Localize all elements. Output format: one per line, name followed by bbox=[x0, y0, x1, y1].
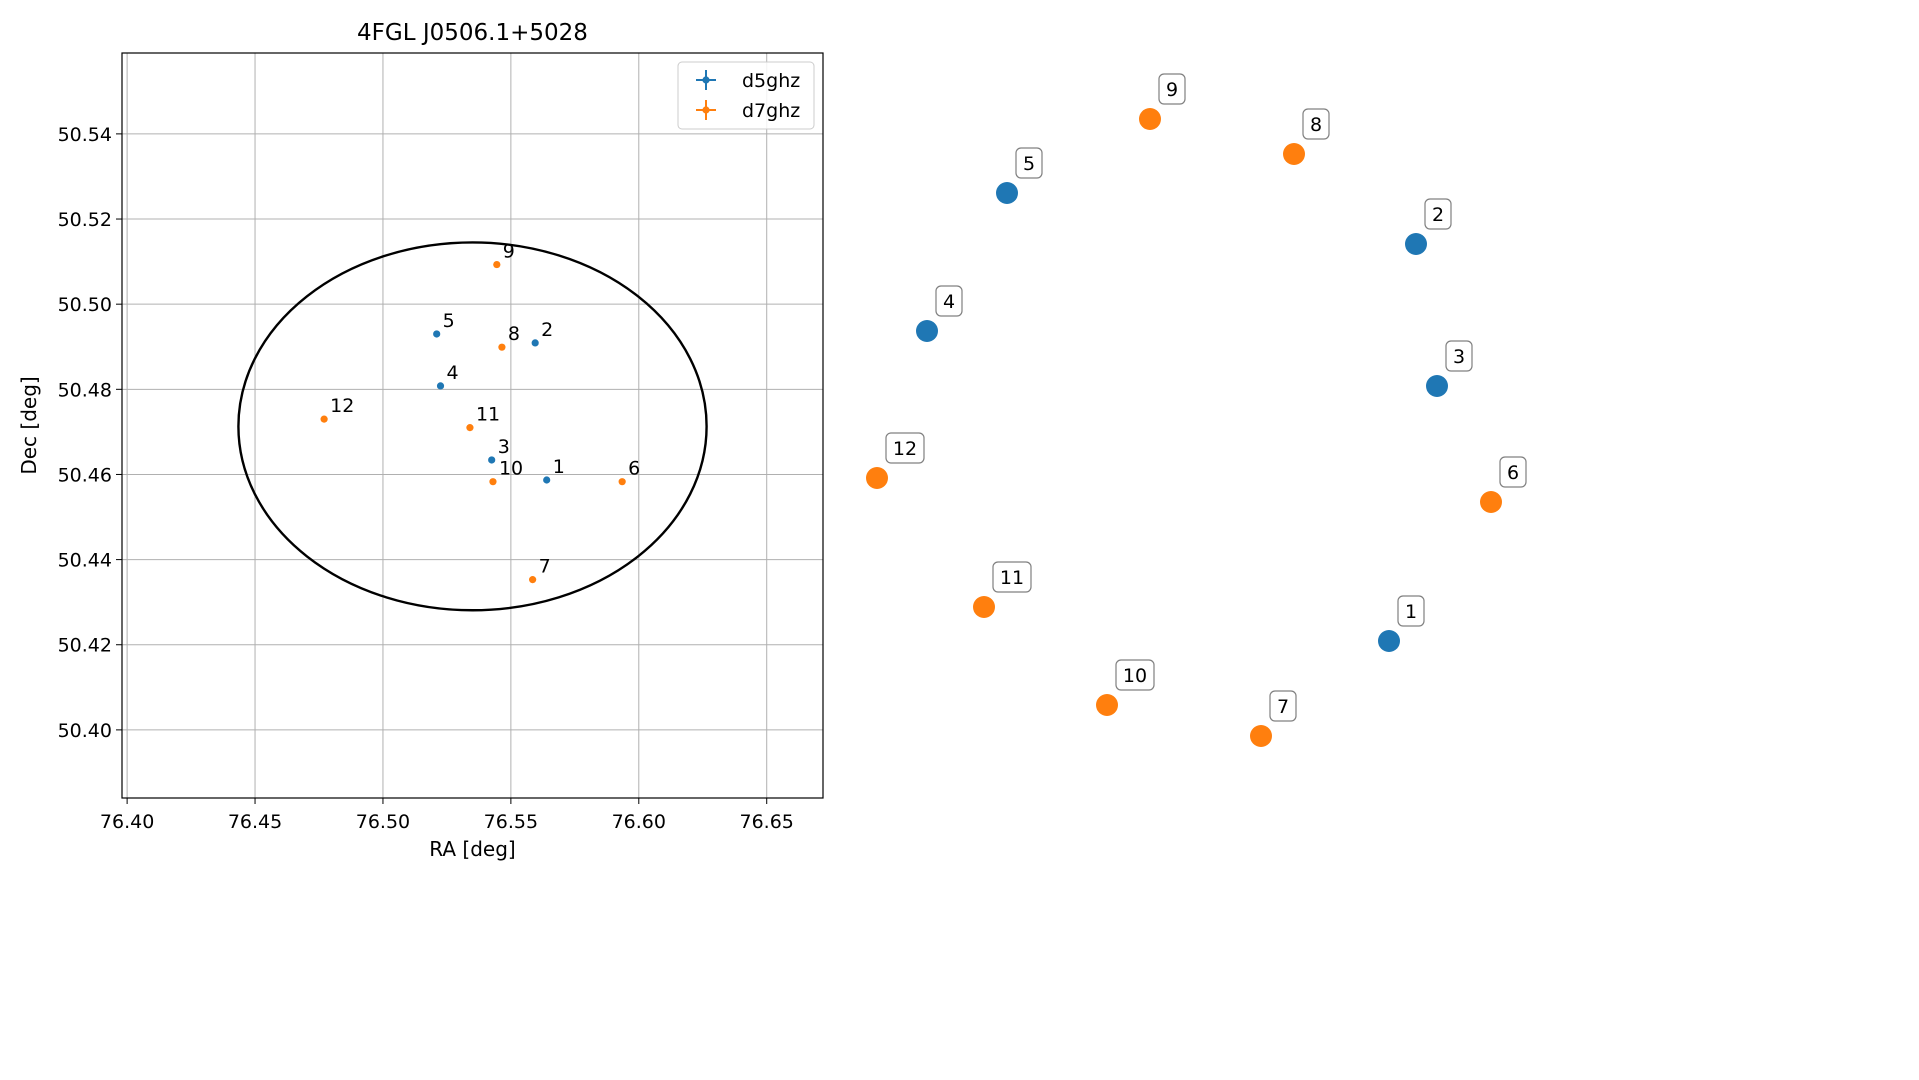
x-tick-label: 76.65 bbox=[740, 811, 794, 833]
schematic-point-d5ghz-3 bbox=[1426, 375, 1448, 397]
y-axis-label: Dec [deg] bbox=[17, 376, 41, 474]
error-ellipse-layer bbox=[237, 241, 708, 612]
point-label-6: 6 bbox=[628, 458, 640, 480]
schematic-point-d7ghz-10 bbox=[1096, 694, 1118, 716]
legend-label-d5ghz: d5ghz bbox=[742, 70, 800, 92]
data-points bbox=[320, 260, 626, 584]
schematic-point-d7ghz-8 bbox=[1283, 143, 1305, 165]
axes-frame bbox=[121, 52, 824, 799]
y-tick-label: 50.40 bbox=[58, 720, 112, 742]
schematic-label-box-8 bbox=[1302, 108, 1330, 140]
point-label-11: 11 bbox=[476, 404, 500, 426]
schematic-label-box-2 bbox=[1424, 198, 1452, 230]
schematic-label-5: 5 bbox=[1023, 153, 1035, 175]
schematic-label-3: 3 bbox=[1453, 346, 1465, 368]
schematic-point-d5ghz-2 bbox=[1405, 233, 1427, 255]
point-label-8: 8 bbox=[508, 323, 520, 345]
schematic-label-1: 1 bbox=[1405, 601, 1417, 623]
point-label-1: 1 bbox=[553, 456, 565, 478]
point-label-9: 9 bbox=[503, 241, 515, 263]
schematic-label-box-1 bbox=[1397, 595, 1425, 627]
schematic-point-d7ghz-12 bbox=[866, 467, 888, 489]
x-tick-label: 76.55 bbox=[484, 811, 538, 833]
schematic-label-box-6 bbox=[1499, 456, 1527, 488]
point-label-4: 4 bbox=[447, 362, 459, 384]
legend-label-d7ghz: d7ghz bbox=[742, 100, 800, 122]
point-d7ghz-8 bbox=[498, 343, 506, 351]
schematic-label-2: 2 bbox=[1432, 204, 1444, 226]
schematic-label-9: 9 bbox=[1166, 79, 1178, 101]
point-label-3: 3 bbox=[498, 436, 510, 458]
y-tick-label: 50.48 bbox=[58, 379, 112, 401]
x-tick-label: 76.45 bbox=[228, 811, 282, 833]
y-tick-label: 50.42 bbox=[58, 635, 112, 657]
x-ticks: 76.40 76.45 76.50 76.55 76.60 76.65 bbox=[100, 798, 794, 833]
schematic-point-d5ghz-4 bbox=[916, 320, 938, 342]
point-d5ghz-4 bbox=[436, 382, 445, 390]
point-label-7: 7 bbox=[539, 556, 551, 578]
legend-marker-dot-d5ghz bbox=[702, 76, 710, 84]
x-tick-label: 76.50 bbox=[356, 811, 410, 833]
schematic-point-d5ghz-1 bbox=[1378, 630, 1400, 652]
schematic-label-box-12 bbox=[885, 432, 925, 464]
schematic-point-d7ghz-11 bbox=[973, 596, 995, 618]
point-d5ghz-2 bbox=[531, 339, 539, 347]
schematic-label-10: 10 bbox=[1123, 665, 1147, 687]
x-tick-label: 76.60 bbox=[612, 811, 666, 833]
grid-lines bbox=[122, 53, 823, 798]
point-d7ghz-9 bbox=[493, 260, 501, 269]
point-d7ghz-11 bbox=[466, 424, 474, 432]
point-label-10: 10 bbox=[499, 458, 523, 480]
y-tick-label: 50.52 bbox=[58, 209, 112, 231]
schematic-label-12: 12 bbox=[893, 438, 917, 460]
schematic-label-8: 8 bbox=[1310, 114, 1322, 136]
schematic-label-6: 6 bbox=[1507, 462, 1519, 484]
schematic-label-box-9 bbox=[1158, 73, 1186, 105]
schematic-label-box-11 bbox=[992, 561, 1032, 593]
schematic-label-box-3 bbox=[1445, 340, 1473, 372]
point-label-5: 5 bbox=[443, 310, 455, 332]
y-tick-label: 50.46 bbox=[58, 464, 112, 486]
schematic-label-7: 7 bbox=[1277, 696, 1289, 718]
schematic-label-11: 11 bbox=[1000, 567, 1024, 589]
schematic-point-d7ghz-7 bbox=[1250, 725, 1272, 747]
schematic-point-d7ghz-9 bbox=[1139, 108, 1161, 130]
error-ellipse bbox=[237, 241, 708, 612]
point-d7ghz-10 bbox=[489, 478, 497, 486]
chart-title: 4FGL J0506.1+5028 bbox=[357, 20, 588, 46]
y-tick-label: 50.50 bbox=[58, 294, 112, 316]
schematic-label-4: 4 bbox=[943, 291, 955, 313]
schematic-label-box-4 bbox=[935, 285, 963, 317]
schematic-label-box-10 bbox=[1115, 659, 1155, 691]
x-axis-label: RA [deg] bbox=[429, 837, 515, 861]
schematic-point-d5ghz-5 bbox=[996, 182, 1018, 204]
point-d7ghz-7 bbox=[529, 576, 537, 584]
point-d7ghz-12 bbox=[320, 415, 328, 423]
y-ticks: 50.40 50.42 50.44 50.46 50.48 50.50 50.52 50.54 bbox=[58, 124, 122, 742]
schematic-point-d7ghz-6 bbox=[1480, 491, 1502, 513]
legend: d5ghz d7ghz bbox=[677, 61, 815, 130]
point-label-12: 12 bbox=[330, 395, 354, 417]
y-tick-label: 50.54 bbox=[58, 124, 112, 146]
schematic-label-box-7 bbox=[1269, 690, 1297, 722]
point-d5ghz-3 bbox=[488, 456, 496, 464]
y-tick-label: 50.44 bbox=[58, 550, 112, 572]
schematic-label-box-5 bbox=[1015, 147, 1043, 179]
point-d7ghz-6 bbox=[618, 478, 626, 486]
point-d5ghz-5 bbox=[433, 330, 441, 338]
x-tick-label: 76.40 bbox=[100, 811, 154, 833]
legend-box bbox=[677, 61, 815, 130]
point-d5ghz-1 bbox=[543, 476, 551, 484]
legend-marker-dot-d7ghz bbox=[702, 106, 710, 114]
point-label-2: 2 bbox=[541, 319, 553, 341]
